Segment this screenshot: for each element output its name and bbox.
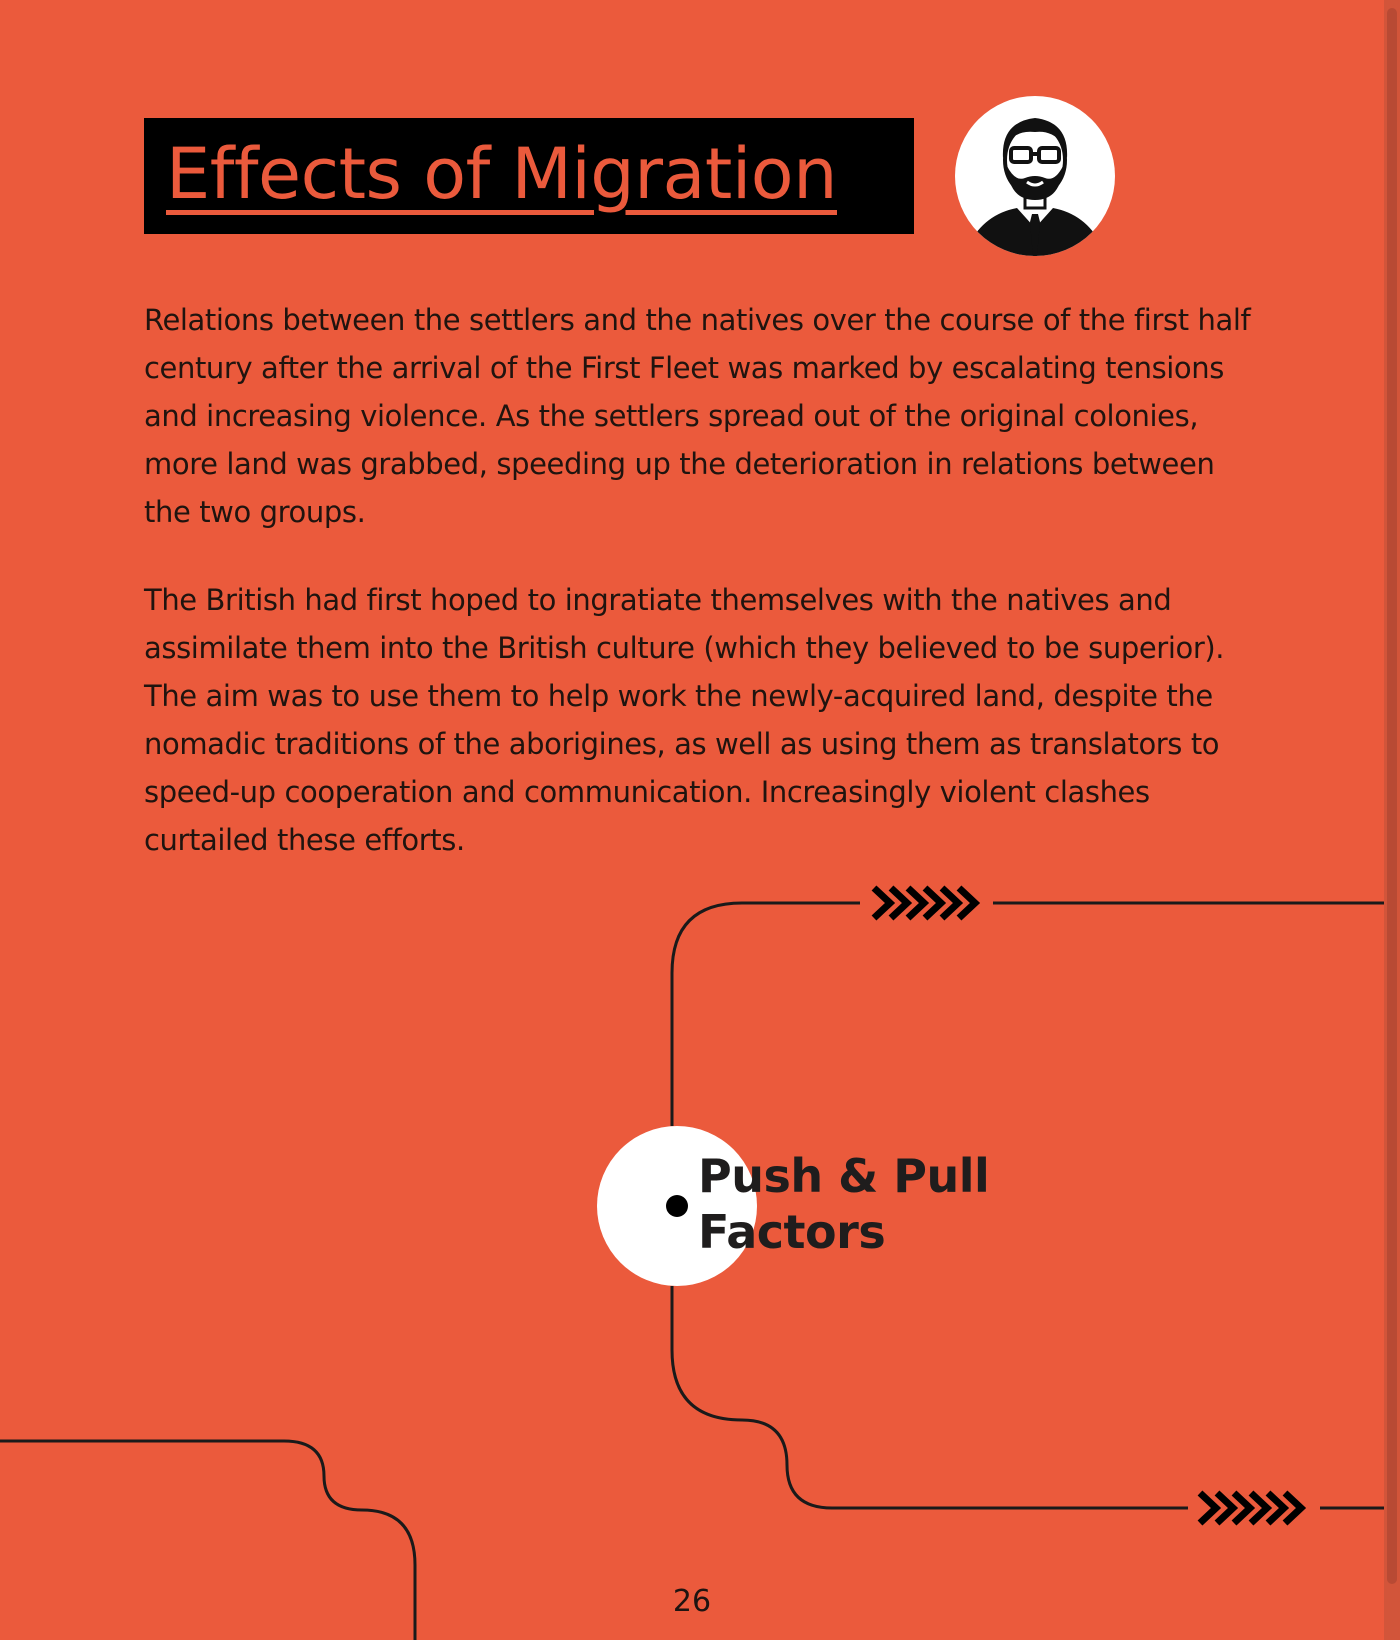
avatar bbox=[955, 96, 1115, 256]
connector-line-top bbox=[670, 901, 860, 1126]
body-paragraph-2: The British had first hoped to ingratiat… bbox=[144, 583, 1225, 857]
chevron-arrows-icon bbox=[1197, 1490, 1307, 1526]
title-box: Effects of Migration bbox=[144, 118, 914, 234]
chevron-arrows-icon bbox=[871, 885, 981, 921]
node-label[interactable]: Push & Pull Factors bbox=[698, 1149, 990, 1259]
man-with-glasses-beard-avatar-icon bbox=[969, 118, 1101, 256]
page-title[interactable]: Effects of Migration bbox=[166, 133, 838, 215]
connector-line-down bbox=[670, 1286, 1188, 1510]
connector-line-bottom-left bbox=[0, 1439, 417, 1640]
body-paragraph-1: Relations between the settlers and the n… bbox=[144, 303, 1251, 529]
scrollbar-thumb[interactable] bbox=[1387, 8, 1397, 1584]
node-dot bbox=[666, 1195, 688, 1217]
page-number: 26 bbox=[672, 1584, 712, 1619]
